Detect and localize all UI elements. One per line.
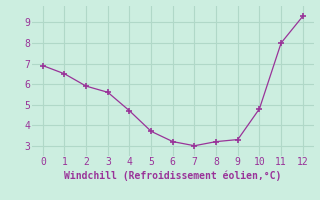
X-axis label: Windchill (Refroidissement éolien,°C): Windchill (Refroidissement éolien,°C) <box>64 170 282 181</box>
